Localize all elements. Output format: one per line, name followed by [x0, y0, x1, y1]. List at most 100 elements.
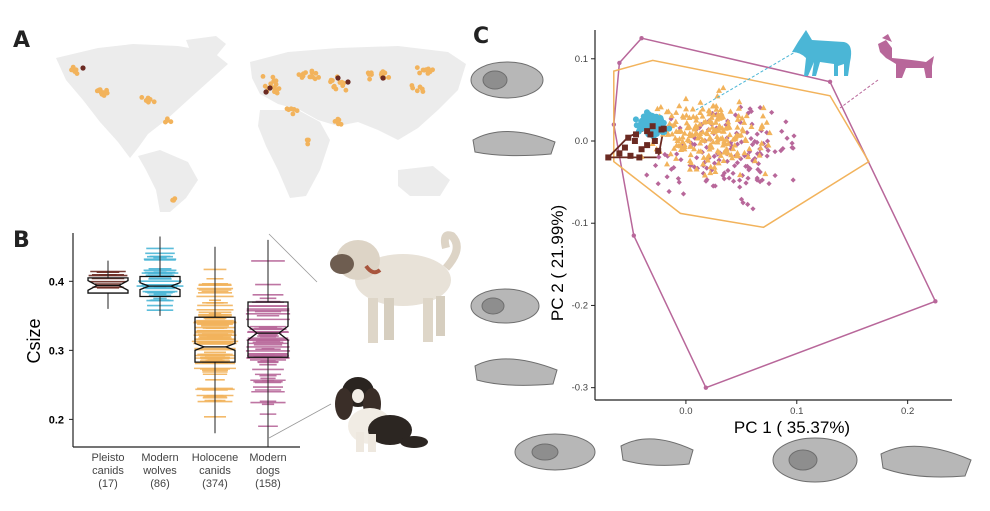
holocene-point	[705, 107, 712, 113]
pleisto-point	[625, 134, 632, 141]
dog-point	[676, 179, 682, 185]
site-dot	[139, 95, 145, 100]
holocene-point	[686, 114, 693, 120]
dog-point	[675, 175, 681, 182]
holocene-point	[677, 128, 684, 134]
south-america-shape	[138, 150, 198, 212]
holocene-point	[743, 112, 750, 119]
holocene-point	[760, 104, 767, 111]
holocene-point	[694, 135, 701, 141]
pleisto-point	[660, 125, 667, 132]
dog-point	[726, 175, 732, 181]
notched-box	[247, 301, 289, 358]
site-dot	[410, 85, 416, 91]
c-y-tick-label: 0.0	[575, 136, 588, 147]
category-count: (17)	[98, 478, 118, 490]
site-dot	[343, 87, 349, 93]
holocene-point	[752, 157, 759, 164]
holocene-point	[704, 157, 711, 163]
holocene-point	[714, 137, 721, 143]
box-series	[87, 236, 291, 447]
dog-connector-lines	[268, 233, 332, 439]
holocene-point	[713, 106, 720, 112]
c-y-tick-label: -0.1	[572, 218, 588, 229]
holocene-point	[714, 133, 721, 140]
australia-shape	[398, 166, 450, 196]
skull-bottom-1	[514, 433, 596, 471]
holocene-point	[756, 152, 763, 158]
pleisto-point	[644, 128, 651, 135]
holocene-point	[696, 121, 703, 127]
category-count: (86)	[150, 478, 170, 490]
site-dot	[270, 74, 276, 80]
holocene-point	[714, 116, 721, 122]
holocene-point	[766, 129, 773, 136]
c-y-tick-label: -0.2	[572, 300, 588, 311]
wolf-point	[636, 126, 643, 133]
dog-point	[704, 177, 710, 183]
c-x-ticks: 0.0 0.1 0.2	[679, 400, 914, 417]
dog-point	[765, 147, 771, 154]
holocene-point	[720, 157, 727, 163]
site-dot	[336, 121, 341, 127]
site-dot	[70, 64, 76, 70]
skull-bottom-4	[880, 445, 972, 478]
category-label-line2: canids	[199, 465, 231, 477]
holocene-point	[654, 105, 661, 112]
site-dot	[98, 90, 104, 96]
dog-point	[730, 178, 737, 184]
pca-scatter-plot: PC 2 ( 21.99%) PC 1 ( 35.37%) 0.1 0.0 -0.1…	[548, 30, 952, 437]
site-dot	[262, 83, 268, 89]
dog-point	[668, 166, 675, 172]
dog-point	[738, 139, 745, 145]
pleisto-point	[638, 146, 645, 153]
site-dot	[332, 119, 338, 124]
dog-point	[743, 163, 749, 169]
dog-point	[766, 181, 772, 187]
notched-box	[139, 275, 181, 298]
site-dot	[330, 78, 335, 83]
site-dot	[421, 67, 427, 73]
site-dot	[316, 75, 321, 80]
dog-point	[674, 151, 680, 157]
north-america-shape	[56, 44, 228, 158]
site-dot	[430, 67, 435, 73]
holocene-point	[709, 103, 716, 109]
holocene-point	[710, 111, 717, 118]
convex-hull	[613, 37, 937, 389]
site-dot	[294, 108, 300, 114]
dog-point	[764, 153, 770, 159]
holocene-point	[739, 115, 746, 121]
holocene-point	[707, 142, 714, 148]
holocene-point	[748, 123, 755, 130]
pleisto-point	[644, 142, 651, 149]
holocene-point	[711, 164, 718, 170]
skull-bottom-3	[772, 437, 858, 483]
holocene-point	[664, 160, 671, 167]
dog-point	[783, 119, 789, 125]
holocene-point	[757, 144, 764, 151]
holocene-point	[730, 145, 737, 152]
dog-point	[652, 162, 659, 169]
holocene-point	[685, 124, 692, 130]
holocene-point	[684, 136, 691, 143]
site-dot	[305, 141, 311, 147]
y-tick-label: 0.4	[49, 276, 65, 288]
holocene-point	[707, 169, 714, 176]
dog-point	[790, 177, 796, 183]
holocene-point	[707, 163, 714, 170]
holocene-point	[760, 112, 767, 119]
y-tick-label: 0.2	[49, 414, 64, 426]
dog-point	[734, 160, 741, 166]
holocene-point	[680, 114, 687, 120]
category-label-line1: Modern	[141, 452, 178, 464]
site-dot	[74, 71, 80, 76]
holocene-point	[759, 123, 766, 129]
notched-box	[87, 277, 129, 294]
holocene-point	[681, 141, 688, 148]
dog-point	[680, 191, 687, 197]
holocene-point	[673, 109, 680, 115]
holocene-point	[725, 118, 732, 125]
site-dot	[425, 71, 431, 76]
holocene-point	[717, 114, 724, 121]
